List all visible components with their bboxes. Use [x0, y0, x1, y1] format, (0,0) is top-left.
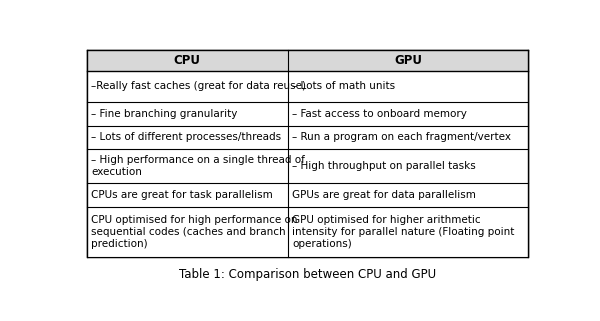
Text: – Fast access to onboard memory: – Fast access to onboard memory — [292, 108, 467, 118]
Bar — [287, 126, 529, 150]
Text: GPUs are great for data parallelism: GPUs are great for data parallelism — [292, 190, 476, 200]
Bar — [86, 50, 529, 257]
Bar — [86, 183, 287, 207]
Bar — [287, 183, 529, 207]
Text: Table 1: Comparison between CPU and GPU: Table 1: Comparison between CPU and GPU — [179, 268, 436, 281]
Bar — [287, 101, 529, 126]
Text: CPUs are great for task parallelism: CPUs are great for task parallelism — [91, 190, 273, 200]
Bar — [86, 50, 287, 71]
Text: –Really fast caches (great for data reuse): –Really fast caches (great for data reus… — [91, 81, 306, 91]
Text: – Fine branching granularity: – Fine branching granularity — [91, 108, 238, 118]
Text: – High performance on a single thread of
execution: – High performance on a single thread of… — [91, 155, 305, 177]
Bar — [86, 207, 287, 257]
Bar — [86, 126, 287, 150]
Text: GPU optimised for higher arithmetic
intensity for parallel nature (Floating poin: GPU optimised for higher arithmetic inte… — [292, 214, 515, 249]
Text: CPU optimised for high performance on
sequential codes (caches and branch
predic: CPU optimised for high performance on se… — [91, 214, 298, 249]
Bar — [287, 207, 529, 257]
Text: – Run a program on each fragment/vertex: – Run a program on each fragment/vertex — [292, 133, 511, 143]
Text: – High throughput on parallel tasks: – High throughput on parallel tasks — [292, 161, 476, 171]
Bar — [287, 150, 529, 183]
Text: – Lots of math units: – Lots of math units — [292, 81, 395, 91]
Text: CPU: CPU — [173, 54, 200, 67]
Bar — [287, 50, 529, 71]
Text: GPU: GPU — [394, 54, 422, 67]
Bar — [287, 71, 529, 101]
Bar — [86, 71, 287, 101]
Bar — [86, 101, 287, 126]
Bar — [86, 150, 287, 183]
Text: – Lots of different processes/threads: – Lots of different processes/threads — [91, 133, 281, 143]
